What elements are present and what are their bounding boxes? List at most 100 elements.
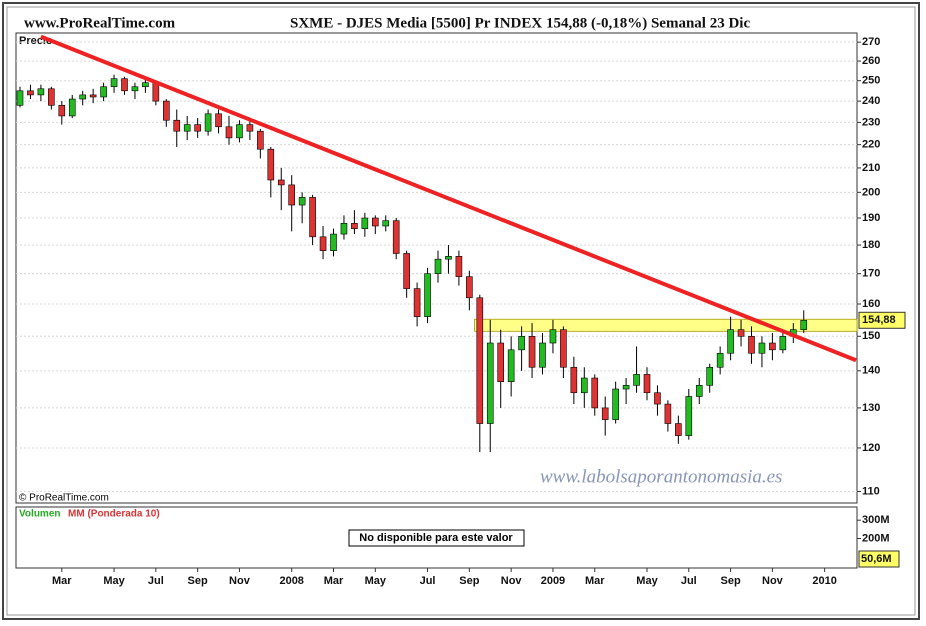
site: www.ProRealTime.com (24, 15, 176, 31)
y-tick-label: 110 (862, 485, 880, 497)
candle-body (288, 184, 296, 206)
x-tick-label: Jul (681, 575, 697, 587)
candle-body (727, 329, 734, 354)
candle-body (779, 336, 787, 351)
candle-body (695, 385, 703, 397)
candle-body (654, 392, 661, 405)
x-tick-label: Mar (52, 575, 72, 587)
candle-body (371, 217, 379, 227)
candle-body (277, 179, 285, 186)
x-tick-label: Nov (762, 575, 784, 587)
candle-body (633, 374, 640, 386)
x-tick-label: Nov (501, 575, 523, 587)
candle-body (518, 336, 525, 351)
trend-line (40, 34, 857, 363)
candle-body (424, 273, 431, 317)
x-tick-label: Mar (324, 575, 344, 587)
y-tick-label: 220 (862, 139, 880, 151)
candle-body (131, 86, 139, 92)
candle-body (173, 119, 181, 132)
candle-body (225, 126, 233, 139)
candle-body (142, 82, 149, 88)
x-tick-label: May (103, 575, 125, 587)
candle-body (236, 124, 243, 139)
y-tick-label: 160 (862, 298, 880, 310)
y-tick-label: 230 (862, 116, 880, 128)
y-tick-label: 150 (862, 330, 880, 342)
candle-body (163, 100, 170, 121)
y-tick-label: 200 (862, 186, 880, 198)
candle-body (183, 124, 191, 132)
candle-body (152, 82, 160, 102)
candle-body (361, 217, 369, 229)
x-tick-label: Jul (148, 575, 164, 587)
candle-body (68, 98, 76, 117)
candle-body (215, 113, 222, 128)
candle-body (466, 276, 473, 299)
x-tick-label: May (636, 575, 658, 587)
candle-body (434, 258, 442, 274)
message-box (348, 529, 525, 547)
y-tick-label: 260 (862, 55, 880, 67)
volume-label: Volumen (19, 509, 60, 520)
candle-body (267, 148, 275, 181)
candle-body (706, 366, 714, 386)
volume-last-label: 50,6M (861, 553, 892, 565)
last-price-label: 154,88 (862, 314, 896, 326)
candle-body (351, 223, 358, 229)
y-tick-label: 190 (862, 212, 880, 224)
candle-body (716, 352, 724, 368)
candle-body (413, 288, 421, 317)
x-tick-label: Nov (229, 575, 251, 587)
candle-body (643, 374, 651, 394)
y-tick-label: 240 (862, 95, 880, 107)
candle-body (392, 220, 400, 254)
candle-body (758, 342, 766, 354)
candle-body (612, 388, 619, 420)
candle-body (476, 297, 484, 424)
candle-body (748, 336, 755, 354)
candle-body (27, 90, 34, 96)
volume-y-tick-label: 300M (862, 514, 890, 526)
candle-body (664, 403, 672, 424)
candle-body (382, 220, 390, 227)
y-tick-label: 250 (862, 75, 880, 87)
inner-frame (6, 6, 916, 616)
candle-body (507, 349, 515, 382)
candle-body (601, 407, 609, 420)
chart-title: SXME - DJES Media [5500] Pr INDEX 154,88… (290, 15, 750, 31)
candle-body (110, 78, 118, 88)
candle-body (737, 329, 745, 337)
candle-body (591, 377, 599, 409)
x-tick-label: May (365, 575, 387, 587)
watermark: www.labolsaporantonomasia.es (540, 466, 782, 487)
volume-last-box (858, 550, 900, 568)
candle-body (685, 396, 693, 436)
x-tick-label: 2008 (279, 575, 303, 587)
candle-body (445, 256, 452, 260)
y-tick-label: 140 (862, 365, 880, 377)
candle-body (675, 423, 682, 436)
candle-body (194, 124, 201, 132)
candle-body (486, 342, 494, 424)
x-tick-label: Sep (459, 575, 479, 587)
candle-body (800, 319, 808, 330)
candle-body (121, 78, 128, 92)
x-tick-label: 2009 (541, 575, 565, 587)
candle-body (769, 342, 776, 351)
candle-body (37, 88, 45, 96)
x-tick-label: Jul (420, 575, 436, 587)
candle-body (257, 130, 264, 150)
candle-body (204, 113, 212, 132)
candle-body (622, 385, 630, 390)
candle-body (560, 329, 567, 368)
x-tick-label: Sep (721, 575, 741, 587)
volume-y-tick-label: 200M (862, 532, 890, 544)
volume-message: No disponible para este valor (359, 532, 513, 544)
volume-ma-label: MM (Ponderada 10) (68, 509, 160, 520)
candle-body (570, 366, 578, 394)
candle-body (580, 377, 588, 394)
candle-body (298, 197, 306, 206)
y-tick-label: 170 (862, 268, 880, 280)
